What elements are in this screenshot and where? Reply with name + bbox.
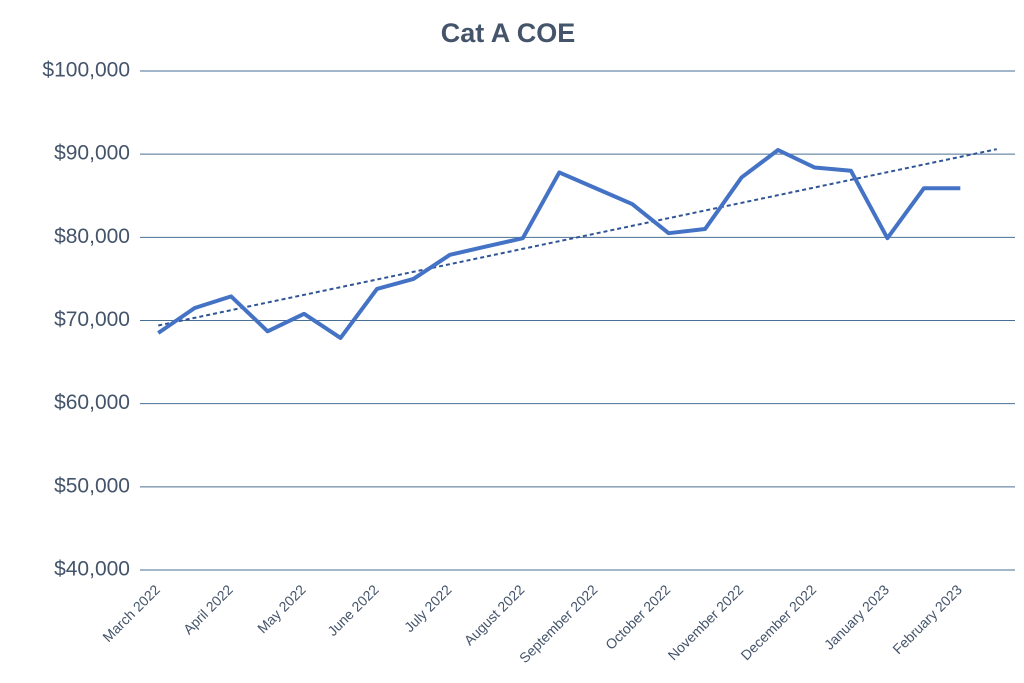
x-tick-label: January 2023 xyxy=(821,581,892,652)
y-tick-label: $50,000 xyxy=(54,474,130,497)
x-tick-label: September 2022 xyxy=(516,581,601,666)
x-tick-label: December 2022 xyxy=(737,581,819,663)
x-tick-label: February 2023 xyxy=(889,581,965,657)
y-tick-label: $90,000 xyxy=(54,142,130,165)
x-tick-label: August 2022 xyxy=(461,581,528,648)
y-tick-label: $100,000 xyxy=(42,59,130,82)
x-tick-label: June 2022 xyxy=(324,581,382,639)
x-tick-label: July 2022 xyxy=(401,581,455,635)
x-tick-label: October 2022 xyxy=(602,581,673,652)
data-line xyxy=(157,148,961,340)
x-tick-label: November 2022 xyxy=(665,581,747,663)
y-tick-label: $70,000 xyxy=(54,308,130,331)
y-tick-label: $60,000 xyxy=(54,391,130,414)
x-tick-label: April 2022 xyxy=(180,581,236,637)
x-tick-label: May 2022 xyxy=(254,581,309,636)
y-tick-label: $40,000 xyxy=(54,558,130,581)
y-tick-label: $80,000 xyxy=(54,225,130,248)
x-tick-label: March 2022 xyxy=(99,581,163,645)
chart-title: Cat A COE xyxy=(441,18,576,48)
